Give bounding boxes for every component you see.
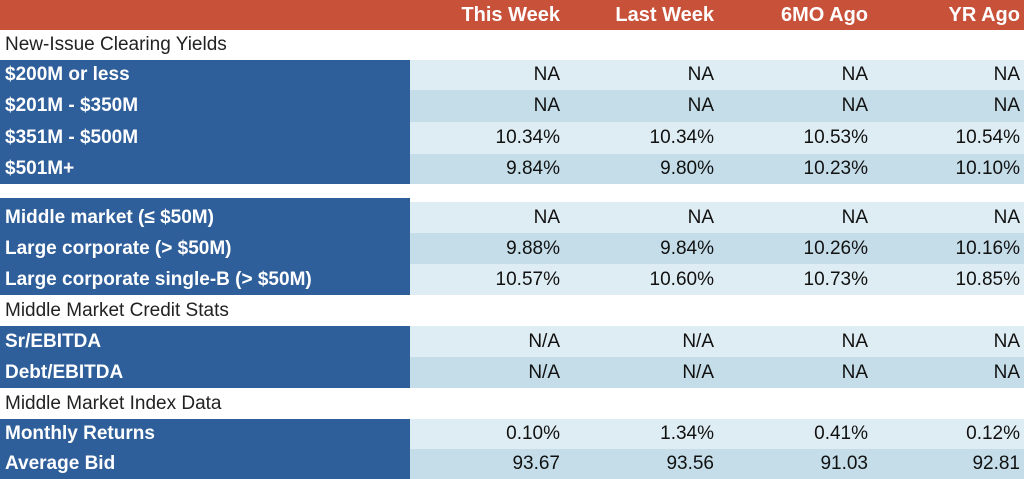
value-6mo-ago: NA [718,202,872,233]
row-label: Average Bid [0,449,410,479]
value-last-week: N/A [564,357,718,388]
value-this-week: NA [410,90,564,122]
table-row: Large corporate single-B (> $50M) 10.57%… [0,264,1024,295]
value-6mo-ago: NA [718,357,872,388]
table-row: Sr/EBITDA N/A N/A NA NA [0,326,1024,357]
value-last-week: 9.84% [564,233,718,264]
value-yr-ago: NA [872,90,1024,122]
row-label: $200M or less [0,60,410,90]
value-last-week: 93.56 [564,449,718,479]
section-title-row: Middle Market Index Data [0,388,1024,419]
value-yr-ago: 10.85% [872,264,1024,295]
value-6mo-ago: 91.03 [718,449,872,479]
table-row: $351M - $500M 10.34% 10.34% 10.53% 10.54… [0,122,1024,154]
value-this-week: N/A [410,326,564,357]
table-row: Debt/EBITDA N/A N/A NA NA [0,357,1024,388]
value-this-week: 9.84% [410,154,564,184]
value-last-week: N/A [564,326,718,357]
value-yr-ago: NA [872,357,1024,388]
value-last-week: 9.80% [564,154,718,184]
table-row: Average Bid 93.67 93.56 91.03 92.81 [0,449,1024,479]
value-this-week: 0.10% [410,419,564,449]
value-this-week: 93.67 [410,449,564,479]
value-yr-ago: 92.81 [872,449,1024,479]
value-last-week: 1.34% [564,419,718,449]
value-last-week: NA [564,90,718,122]
value-last-week: 10.34% [564,122,718,154]
row-label: Middle market (≤ $50M) [0,202,410,233]
table-row: Large corporate (> $50M) 9.88% 9.84% 10.… [0,233,1024,264]
value-6mo-ago: NA [718,90,872,122]
value-this-week: NA [410,60,564,90]
row-label: Debt/EBITDA [0,357,410,388]
value-yr-ago: NA [872,326,1024,357]
value-yr-ago: 0.12% [872,419,1024,449]
value-yr-ago: NA [872,202,1024,233]
section-title-row: New-Issue Clearing Yields [0,30,1024,60]
value-this-week: NA [410,202,564,233]
value-this-week: 10.57% [410,264,564,295]
value-6mo-ago: NA [718,326,872,357]
table-row: Middle market (≤ $50M) NA NA NA NA [0,202,1024,233]
value-yr-ago: 10.16% [872,233,1024,264]
row-label: Sr/EBITDA [0,326,410,357]
row-label: $201M - $350M [0,90,410,122]
value-last-week: 10.60% [564,264,718,295]
value-6mo-ago: 10.73% [718,264,872,295]
row-label: $351M - $500M [0,122,410,154]
value-6mo-ago: 0.41% [718,419,872,449]
value-6mo-ago: 10.23% [718,154,872,184]
row-label: Large corporate (> $50M) [0,233,410,264]
col-this-week: This Week [461,3,560,26]
value-yr-ago: 10.10% [872,154,1024,184]
value-this-week: 9.88% [410,233,564,264]
section-title: Middle Market Index Data [5,392,222,414]
value-this-week: 10.34% [410,122,564,154]
group-spacer [0,198,1024,202]
row-label: Monthly Returns [0,419,410,449]
row-label: $501M+ [0,154,410,184]
col-yr-ago: YR Ago [948,3,1020,26]
header-row: This Week Last Week 6MO Ago YR Ago [0,0,1024,30]
value-6mo-ago: NA [718,60,872,90]
value-last-week: NA [564,202,718,233]
value-yr-ago: 10.54% [872,122,1024,154]
value-this-week: N/A [410,357,564,388]
section-title-row: Middle Market Credit Stats [0,295,1024,326]
table-row: $200M or less NA NA NA NA [0,60,1024,90]
table-row: $501M+ 9.84% 9.80% 10.23% 10.10% [0,154,1024,184]
col-6mo-ago: 6MO Ago [780,3,868,26]
col-last-week: Last Week [615,3,714,26]
value-yr-ago: NA [872,60,1024,90]
value-6mo-ago: 10.26% [718,233,872,264]
spacer-bar [0,198,410,202]
section-title: New-Issue Clearing Yields [5,34,227,55]
header-corner [0,0,410,30]
section-title: Middle Market Credit Stats [5,299,229,321]
row-label: Large corporate single-B (> $50M) [0,264,410,295]
value-last-week: NA [564,60,718,90]
table-row: $201M - $350M NA NA NA NA [0,90,1024,122]
value-6mo-ago: 10.53% [718,122,872,154]
table-row: Monthly Returns 0.10% 1.34% 0.41% 0.12% [0,419,1024,449]
